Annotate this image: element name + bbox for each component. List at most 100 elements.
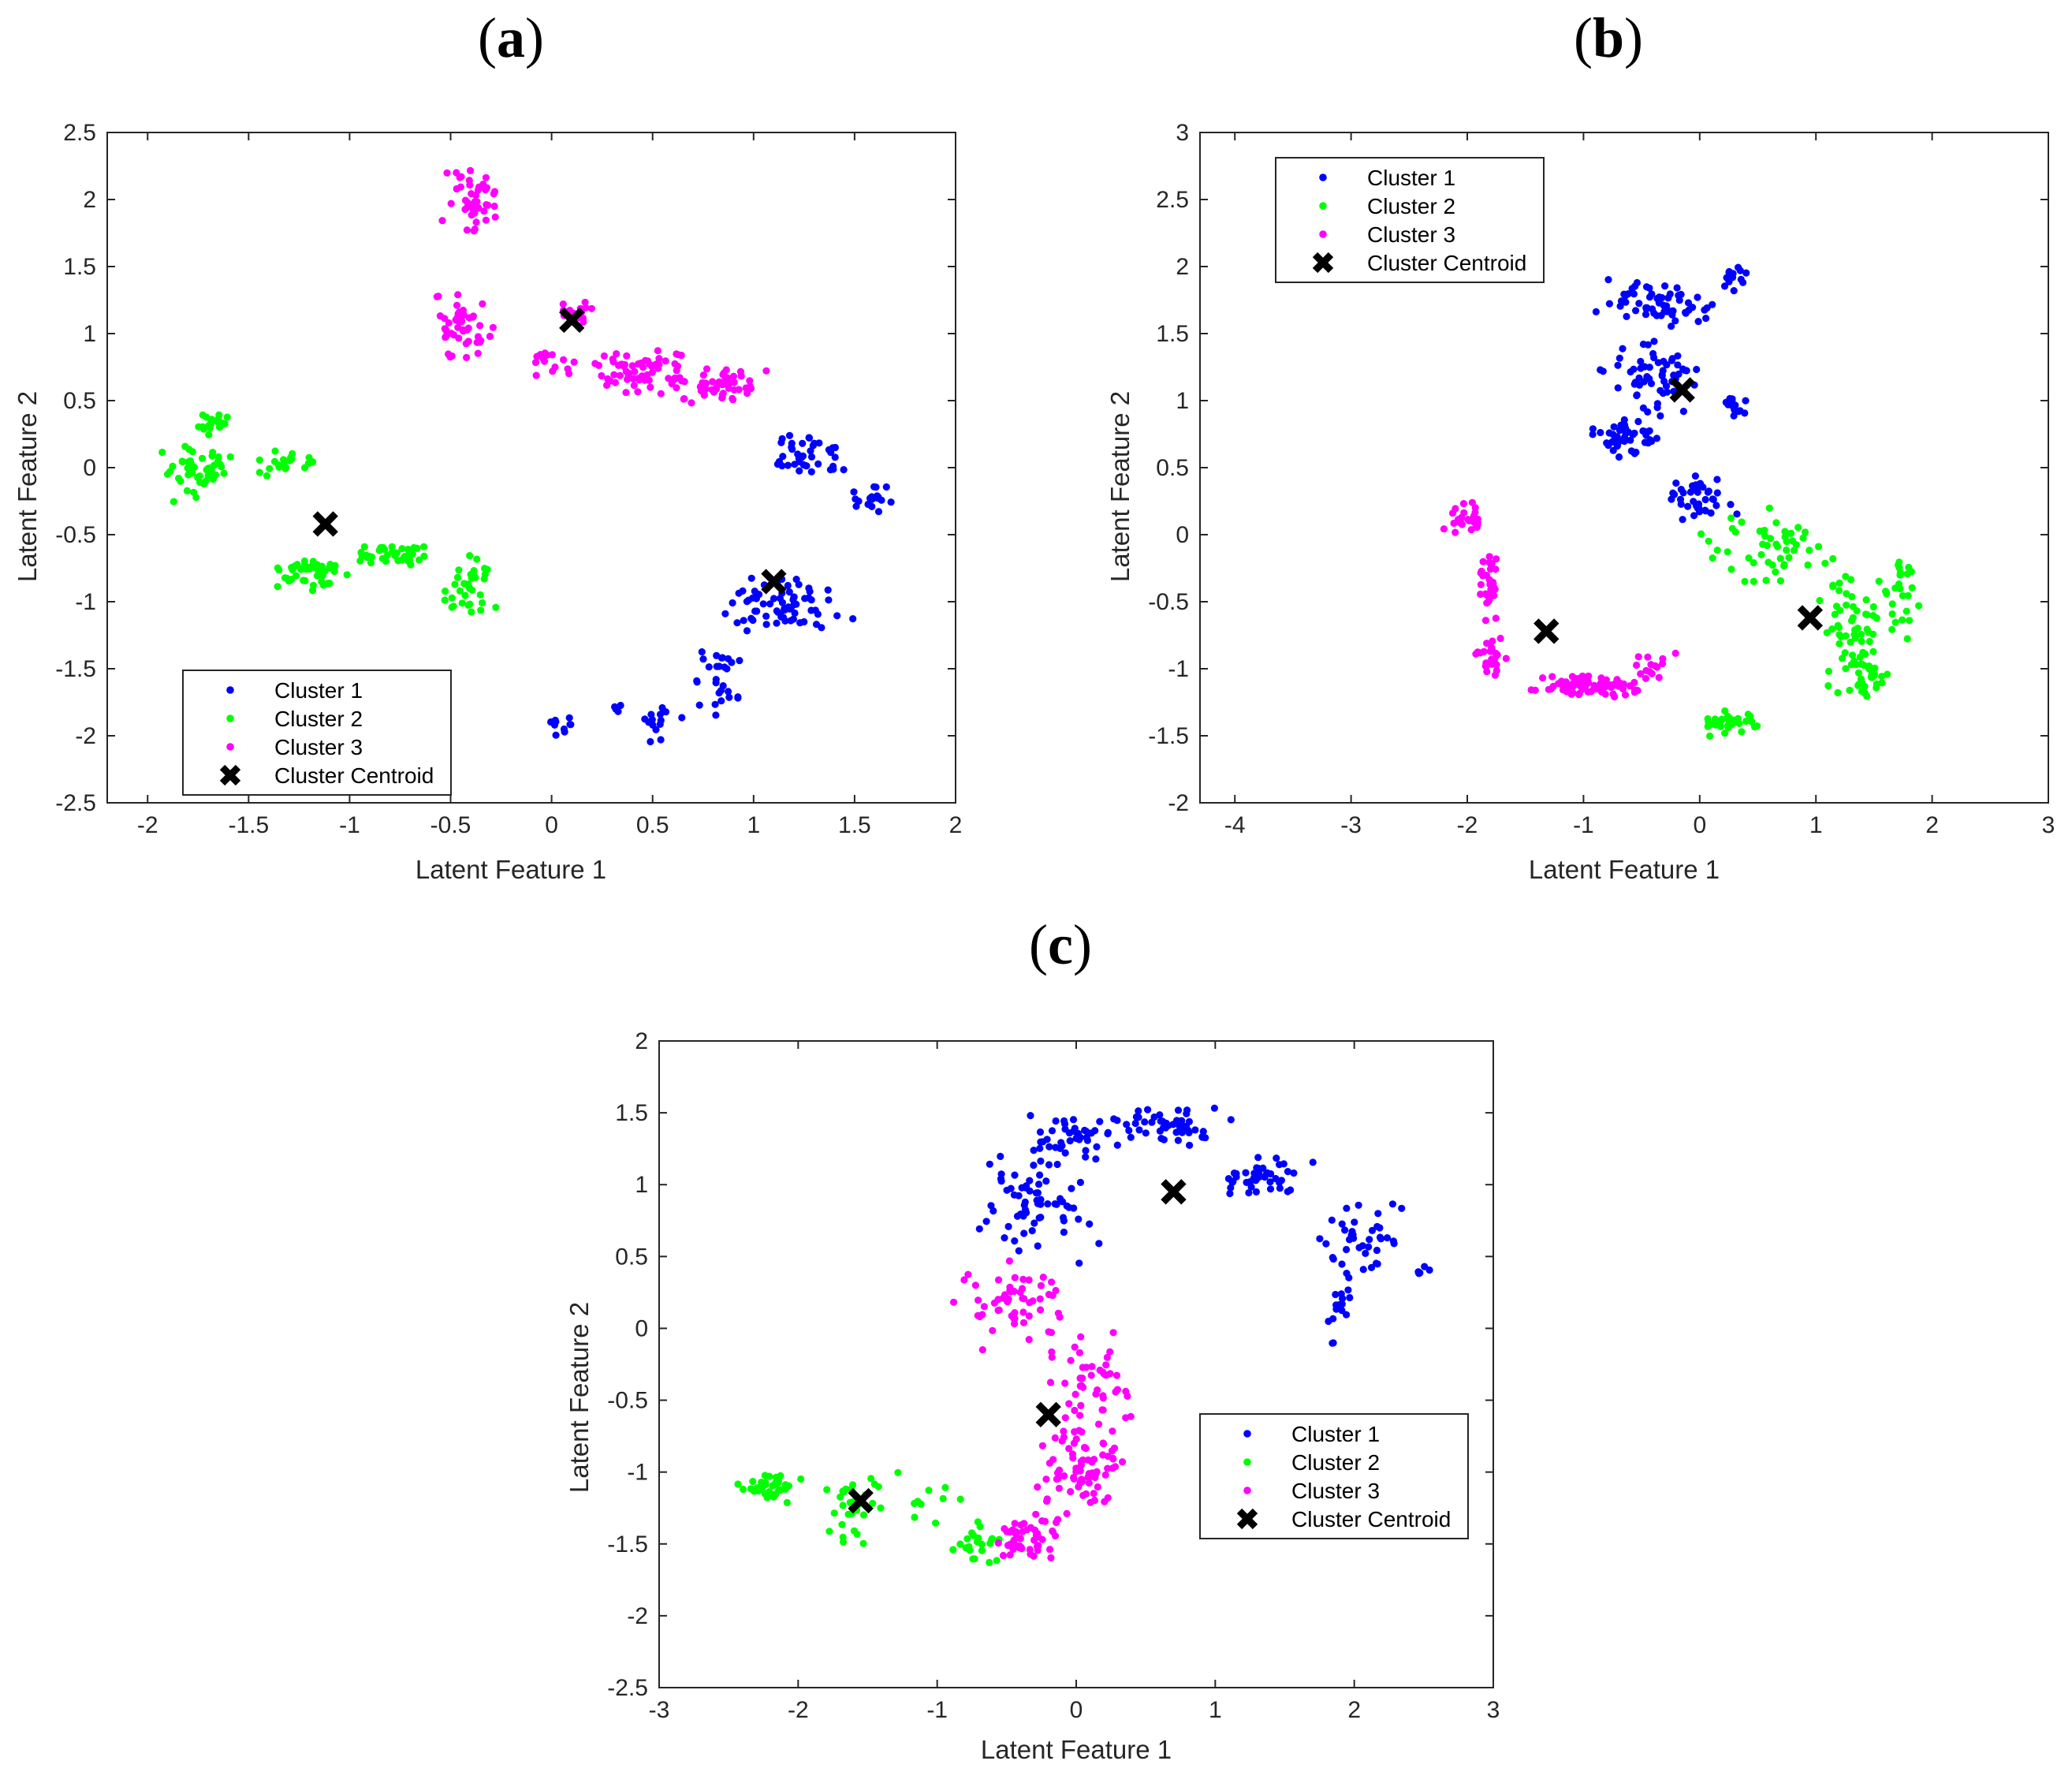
cluster-2-point xyxy=(1888,600,1896,608)
cluster-3-point xyxy=(1483,668,1491,676)
cluster-1-point xyxy=(1694,293,1701,301)
cluster-1-point xyxy=(1742,397,1750,405)
cluster-3-point xyxy=(1094,1483,1101,1491)
cluster-3-point xyxy=(1100,1370,1108,1378)
y-tick-label: -1 xyxy=(1168,656,1189,682)
cluster-3-point xyxy=(1106,1348,1114,1356)
cluster-1-point xyxy=(1245,1188,1253,1197)
cluster-1-point xyxy=(1343,1245,1351,1254)
cluster-2-point xyxy=(184,458,192,466)
cluster-3-point xyxy=(1049,1528,1056,1535)
cluster-1-point xyxy=(705,663,713,671)
cluster-3-point xyxy=(1061,1379,1069,1387)
cluster-3-point xyxy=(630,382,638,390)
cluster-2-point xyxy=(839,1502,847,1509)
cluster-3-point xyxy=(531,359,540,367)
cluster-3-point xyxy=(1046,1378,1055,1386)
cluster-3-point xyxy=(1671,649,1679,658)
cluster-3-point xyxy=(1559,678,1567,686)
cluster-3-point xyxy=(1101,1498,1109,1505)
legend: Cluster 1 Cluster 2 Cluster 3 Cluster Centr… xyxy=(1199,1413,1469,1539)
cluster-2-point xyxy=(410,543,418,552)
cluster-2-point xyxy=(763,1494,771,1502)
cluster-1-point xyxy=(711,700,719,708)
cluster-2-point xyxy=(178,457,186,465)
cluster-2-point xyxy=(280,456,288,464)
cluster-2-point xyxy=(360,543,368,551)
cluster-2-point xyxy=(1783,546,1791,554)
cluster-2-point xyxy=(416,556,423,564)
cluster-2-point xyxy=(797,1475,805,1483)
cluster-1-point xyxy=(1186,1141,1194,1149)
cluster-1-point xyxy=(1416,1269,1424,1277)
cluster-1-point xyxy=(825,596,833,604)
cluster-1-point xyxy=(1727,501,1735,509)
cluster-1-point xyxy=(1362,1249,1370,1257)
cluster-1-point xyxy=(1630,429,1638,437)
cluster-2-point xyxy=(825,1528,833,1535)
cluster-1-point xyxy=(1675,292,1683,300)
cluster-3-point xyxy=(1486,647,1494,655)
cluster-1-point xyxy=(753,590,761,598)
cluster-1-point xyxy=(734,694,742,702)
cluster-3-point xyxy=(1479,558,1487,565)
cluster-2-point xyxy=(1772,540,1780,548)
cluster-2-point xyxy=(1806,547,1813,554)
cluster-3-point xyxy=(1056,1466,1064,1474)
cluster-3-point xyxy=(1004,1298,1012,1306)
cluster-1-point xyxy=(1338,1260,1346,1268)
y-tick-label: -0.5 xyxy=(1148,589,1189,615)
cluster-1-point xyxy=(1030,1147,1038,1155)
cluster-3-point xyxy=(1112,1371,1121,1379)
cluster-3-point xyxy=(1047,1554,1055,1561)
cluster-3-point xyxy=(975,1296,982,1304)
cluster-2-point xyxy=(1823,629,1831,636)
y-tick-label: 2 xyxy=(83,187,96,213)
cluster-3-point xyxy=(486,332,494,341)
y-tick-label: -1.5 xyxy=(55,656,96,682)
cluster-2-point xyxy=(367,559,375,567)
cluster-2-point xyxy=(1843,601,1850,609)
cluster-3-point xyxy=(581,298,589,306)
cluster-2-point xyxy=(1785,554,1793,561)
cluster-1-point xyxy=(1042,1177,1050,1185)
cluster-1-point xyxy=(747,574,755,582)
cluster-3-point xyxy=(641,356,650,364)
cluster-2-point xyxy=(894,1468,902,1476)
cluster-1-point xyxy=(1350,1234,1358,1242)
cluster-3-point xyxy=(1019,1528,1027,1535)
cluster-1-point xyxy=(791,609,799,617)
cluster-1-point xyxy=(725,693,733,701)
cluster-1-point xyxy=(799,439,807,447)
cluster-3-point xyxy=(1458,520,1466,528)
cluster-3-point xyxy=(1067,1487,1075,1496)
cluster-2-point xyxy=(766,1472,773,1480)
cluster-2-point xyxy=(986,1539,994,1547)
cluster-1-point xyxy=(1679,408,1687,416)
cluster-2-point xyxy=(1842,665,1850,673)
cluster-3-point xyxy=(1083,1364,1090,1371)
cluster-1-point xyxy=(1684,502,1692,510)
cluster-1-point xyxy=(1679,516,1686,524)
cluster-3-point xyxy=(1048,1278,1056,1286)
cluster-3-point xyxy=(1085,1479,1093,1487)
cluster-2-point xyxy=(1849,651,1857,659)
cluster-1-point xyxy=(778,435,786,443)
cluster-1-point xyxy=(1185,1128,1193,1136)
cluster-2-point xyxy=(175,475,183,483)
cluster-1-point xyxy=(1273,1155,1280,1162)
cluster-1-point xyxy=(1737,275,1745,283)
cluster-1-point xyxy=(1725,268,1733,276)
cluster-1-point xyxy=(1057,1139,1065,1147)
cluster-2-point xyxy=(1756,527,1764,535)
cluster-1-point xyxy=(1703,304,1711,312)
cluster-1-point xyxy=(552,731,560,739)
legend-cluster-centroid-label: Cluster Centroid xyxy=(274,763,434,788)
cluster-3-point xyxy=(1052,1286,1060,1295)
cluster-2-point xyxy=(749,1478,757,1486)
cluster-1-point xyxy=(1020,1201,1028,1209)
cluster-3-point xyxy=(1012,1541,1019,1549)
cluster-3-point xyxy=(623,352,631,360)
cluster-1-point xyxy=(785,588,793,596)
cluster-3-point xyxy=(1094,1386,1101,1394)
